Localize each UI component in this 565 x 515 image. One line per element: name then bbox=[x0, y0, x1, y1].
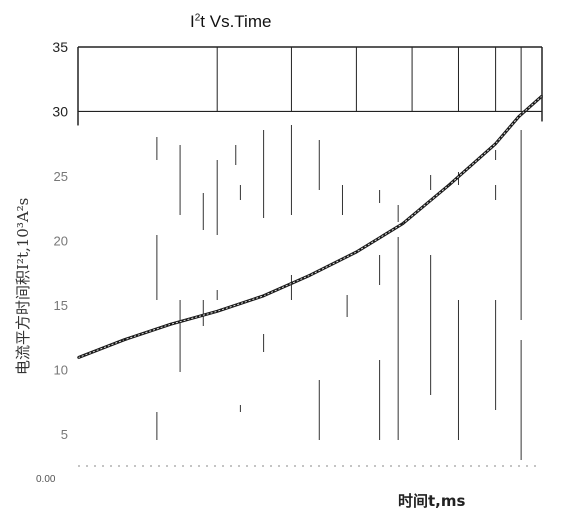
chart-title: I2t Vs.Time bbox=[190, 12, 272, 31]
axes bbox=[77, 46, 543, 467]
y-axis-tick-labels: 35 30 25 20 15 10 5 bbox=[52, 39, 68, 442]
series-line bbox=[77, 94, 543, 360]
data-point bbox=[518, 115, 520, 118]
y-tick-label: 15 bbox=[54, 298, 68, 313]
data-point bbox=[123, 338, 126, 341]
y-tick-label: 35 bbox=[52, 39, 68, 55]
data-point bbox=[402, 222, 404, 225]
x-axis-label: 时间t,ms bbox=[398, 492, 466, 510]
data-point bbox=[494, 142, 497, 145]
data-point bbox=[77, 356, 79, 359]
y-axis-label: 电流平方时间积I²t,10³A²s bbox=[14, 197, 32, 375]
data-point bbox=[170, 323, 172, 325]
data-point bbox=[355, 251, 358, 253]
y-tick-label: 20 bbox=[54, 233, 68, 248]
series-line-highlight bbox=[77, 95, 543, 359]
y-tick-label: 25 bbox=[54, 169, 68, 184]
x-axis-origin-label: 0.00 bbox=[36, 474, 56, 485]
y-tick-label: 30 bbox=[52, 103, 68, 119]
data-point bbox=[309, 274, 311, 276]
background-artifacts bbox=[156, 125, 522, 460]
data-point bbox=[262, 295, 265, 297]
series-layer bbox=[77, 94, 543, 360]
y-tick-label: 5 bbox=[61, 427, 68, 442]
data-point bbox=[448, 184, 451, 186]
y-tick-label: 10 bbox=[54, 362, 68, 377]
grid-lines bbox=[78, 47, 542, 113]
data-point bbox=[216, 310, 218, 313]
data-point bbox=[541, 95, 543, 97]
